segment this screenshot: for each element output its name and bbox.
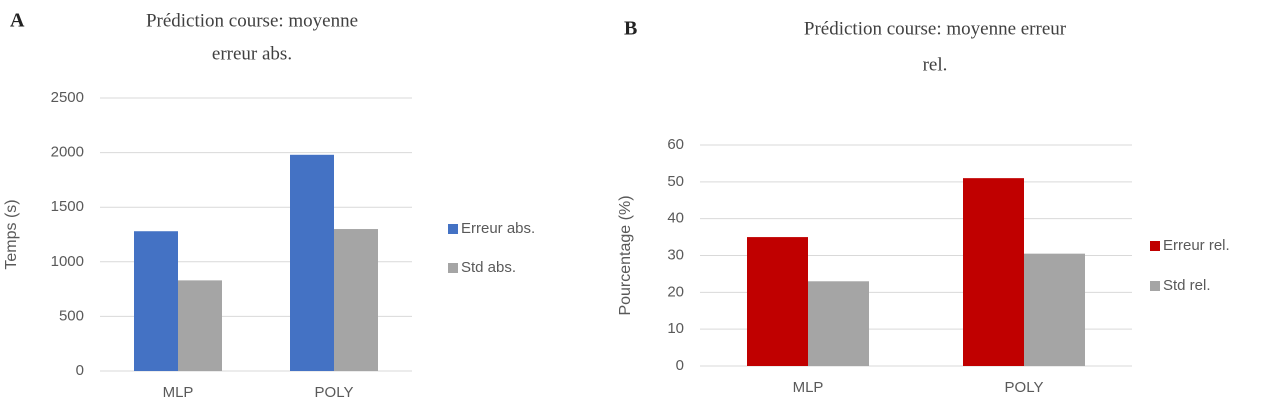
chart-title: rel. [923, 54, 948, 75]
panel-label: B [624, 18, 637, 40]
x-tick-label: POLY [315, 384, 354, 401]
x-tick-label: POLY [1005, 379, 1044, 396]
y-axis-label: Temps (s) [3, 199, 20, 269]
bar [134, 231, 178, 371]
bar [808, 281, 869, 366]
y-tick-label: 40 [667, 210, 684, 227]
chart-title: Prédiction course: moyenne [146, 10, 358, 31]
legend-swatch [1150, 281, 1160, 291]
legend-swatch [1150, 241, 1160, 251]
legend-label: Std abs. [461, 259, 516, 276]
bar [747, 237, 808, 366]
chart-title: Prédiction course: moyenne erreur [804, 18, 1067, 39]
bar [290, 154, 334, 371]
y-tick-label: 20 [667, 283, 684, 300]
legend-label: Erreur abs. [461, 220, 535, 237]
bar [963, 178, 1024, 366]
y-tick-label: 1000 [51, 253, 84, 270]
y-tick-label: 500 [59, 307, 84, 324]
bar [334, 229, 378, 371]
legend-swatch [448, 263, 458, 273]
x-tick-label: MLP [163, 384, 194, 401]
y-tick-label: 60 [667, 136, 684, 153]
chart-title: erreur abs. [212, 43, 292, 64]
y-tick-label: 2000 [51, 144, 84, 161]
y-tick-label: 50 [667, 173, 684, 190]
legend-label: Erreur rel. [1163, 237, 1230, 254]
y-tick-label: 30 [667, 246, 684, 263]
y-tick-label: 2500 [51, 89, 84, 106]
x-tick-label: MLP [793, 379, 824, 396]
bar [1024, 253, 1085, 366]
y-tick-label: 10 [667, 320, 684, 337]
panel-label: A [10, 10, 25, 32]
y-tick-label: 0 [76, 362, 84, 379]
y-tick-label: 0 [676, 357, 684, 374]
legend-label: Std rel. [1163, 277, 1211, 294]
bar [178, 280, 222, 371]
y-tick-label: 1500 [51, 198, 84, 215]
y-axis-label: Pourcentage (%) [617, 195, 634, 315]
legend-swatch [448, 224, 458, 234]
